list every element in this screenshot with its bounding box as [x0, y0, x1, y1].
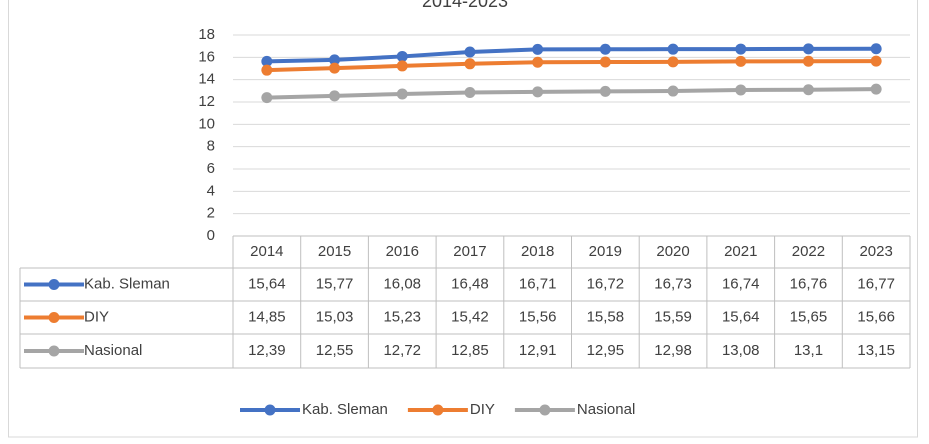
- table-cell: 13,1: [794, 342, 823, 359]
- table-cell: 15,03: [316, 308, 354, 325]
- legend-marker: [432, 404, 444, 416]
- table-cell: 15,66: [857, 308, 895, 325]
- y-tick-label: 0: [207, 227, 215, 244]
- table-cell: 16,73: [654, 275, 692, 292]
- data-point: [261, 55, 273, 67]
- data-point: [599, 85, 611, 97]
- data-point: [464, 46, 476, 58]
- data-point: [532, 86, 544, 98]
- data-point: [667, 43, 679, 55]
- data-point: [329, 62, 341, 74]
- data-point: [870, 43, 882, 55]
- series-line: [266, 59, 877, 73]
- data-point: [396, 60, 408, 72]
- x-tick-label: 2017: [453, 243, 486, 260]
- y-tick-label: 12: [198, 93, 215, 110]
- data-point: [599, 43, 611, 55]
- x-tick-label: 2021: [724, 243, 757, 260]
- y-tick-label: 8: [207, 138, 215, 155]
- table-cell: 12,91: [519, 342, 557, 359]
- data-point: [802, 43, 814, 55]
- y-tick-label: 14: [198, 71, 215, 88]
- table-cell: 15,42: [451, 308, 489, 325]
- data-point: [870, 55, 882, 67]
- table-cell: 16,48: [451, 275, 489, 292]
- y-tick-label: 18: [198, 26, 215, 43]
- y-tick-label: 2: [207, 205, 215, 222]
- x-tick-label: 2018: [521, 243, 554, 260]
- data-point: [464, 58, 476, 70]
- table-cell: 14,85: [248, 308, 286, 325]
- table-cell: 12,98: [654, 342, 692, 359]
- x-tick-label: 2020: [656, 243, 689, 260]
- table-cell: 15,58: [587, 308, 625, 325]
- table-cell: 13,08: [722, 342, 760, 359]
- x-tick-label: 2015: [318, 243, 351, 260]
- legend-label: Kab. Sleman: [302, 401, 388, 418]
- legend-label: Nasional: [577, 401, 635, 418]
- table-cell: 16,71: [519, 275, 557, 292]
- series-line: [266, 46, 877, 64]
- y-tick-label: 4: [207, 182, 215, 199]
- y-tick-label: 10: [198, 115, 215, 132]
- data-point: [396, 50, 408, 62]
- table-cell: 16,72: [587, 275, 625, 292]
- table-cell: 12,55: [316, 342, 354, 359]
- x-tick-label: 2016: [386, 243, 419, 260]
- table-cell: 12,39: [248, 342, 286, 359]
- legend-marker: [264, 404, 276, 416]
- table-cell: 15,65: [790, 308, 828, 325]
- legend-marker: [48, 345, 60, 357]
- legend-marker: [48, 279, 60, 290]
- data-point: [261, 92, 273, 104]
- table-row-label: Nasional: [84, 342, 142, 359]
- data-point: [802, 84, 814, 96]
- x-tick-label: 2023: [859, 243, 892, 260]
- data-point: [599, 56, 611, 68]
- data-point: [667, 56, 679, 68]
- data-point: [532, 56, 544, 68]
- chart-border: [8, 0, 918, 438]
- table-cell: 12,72: [383, 342, 421, 359]
- table-cell: 12,85: [451, 342, 489, 359]
- table-cell: 12,95: [587, 342, 625, 359]
- data-point: [870, 83, 882, 95]
- y-tick-label: 16: [198, 48, 215, 65]
- table-cell: 15,64: [722, 308, 760, 325]
- series-line: [266, 87, 877, 100]
- data-point: [802, 55, 814, 67]
- table-cell: 15,77: [316, 275, 354, 292]
- x-tick-label: 2014: [250, 243, 283, 260]
- table-cell: 16,74: [722, 275, 760, 292]
- legend-marker: [539, 404, 551, 416]
- table-cell: 13,15: [857, 342, 895, 359]
- data-point: [735, 84, 747, 96]
- table-cell: 15,59: [654, 308, 692, 325]
- table-cell: 16,77: [857, 275, 895, 292]
- data-point: [329, 54, 341, 66]
- data-point: [396, 88, 408, 100]
- data-point: [464, 87, 476, 99]
- table-cell: 16,08: [383, 275, 421, 292]
- table-row-label: DIY: [84, 308, 109, 325]
- data-point: [329, 90, 341, 102]
- data-point: [667, 85, 679, 97]
- table-cell: 15,56: [519, 308, 557, 325]
- table-cell: 15,23: [383, 308, 421, 325]
- data-point: [735, 55, 747, 67]
- data-point: [261, 64, 273, 76]
- x-tick-label: 2019: [589, 243, 622, 260]
- chart-title: 2014-2023: [422, 0, 508, 11]
- data-point: [532, 43, 544, 55]
- y-tick-label: 6: [207, 160, 215, 177]
- table-row-label: Kab. Sleman: [84, 275, 170, 292]
- table-cell: 16,76: [790, 275, 828, 292]
- data-point: [735, 43, 747, 55]
- table-cell: 15,64: [248, 275, 286, 292]
- x-tick-label: 2022: [792, 243, 825, 260]
- legend-marker: [48, 312, 60, 323]
- legend-label: DIY: [470, 401, 495, 418]
